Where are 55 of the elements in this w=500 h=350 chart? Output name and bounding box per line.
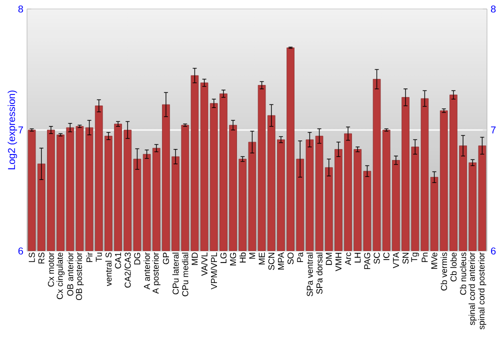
y-axis-title: Log2 (expression) <box>8 90 18 170</box>
x-tick-label: CPu medial <box>182 252 188 296</box>
x-tick-label: spinal cord posterior <box>478 252 486 330</box>
x-tick-label: A posterior <box>152 252 160 294</box>
x-tick-label: Tg <box>411 252 419 262</box>
y2-tick-label: 6 <box>491 247 496 255</box>
x-tick-label: CA2/CA3 <box>124 252 131 288</box>
x-tick-label: VTA <box>393 252 399 268</box>
x-tick-label: GP <box>162 252 170 264</box>
x-tick-label: MVe <box>431 252 438 269</box>
x-tick-label: SPa dorsal <box>316 252 322 294</box>
y-tick-label: 7 <box>18 126 23 134</box>
x-tick-label: DG <box>134 252 140 264</box>
x-tick-label: Pa <box>297 252 304 262</box>
x-tick-label: Pn <box>422 252 428 262</box>
x-tick-label: spinal cord anterior <box>468 252 477 326</box>
x-tick-label: VA/VL <box>201 252 208 276</box>
x-tick-label: A anterior <box>144 252 150 290</box>
x-tick-label: Cx cingulate <box>56 252 65 300</box>
x-tick-label: SPa ventral <box>306 252 313 296</box>
x-tick-label: DM <box>326 252 332 265</box>
x-tick-label: LH <box>354 252 361 262</box>
x-tick-label: Tu <box>96 252 102 262</box>
y2-tick-label: 7 <box>491 126 496 134</box>
x-tick-label: Arc <box>345 252 352 266</box>
x-tick-label: CA1 <box>115 252 122 268</box>
x-tick-label: VPM/VPL <box>210 252 218 290</box>
y-tick-label: 8 <box>18 5 24 13</box>
x-tick-label: SC <box>374 252 380 264</box>
x-tick-label: MG <box>230 252 236 266</box>
x-tick-label: SCN <box>268 252 274 270</box>
x-tick-label: ventral S <box>105 252 112 286</box>
x-tick-label: Cb vermis <box>440 252 448 290</box>
x-tick-label: ME <box>258 252 265 264</box>
x-tick-label: VMH <box>336 252 342 272</box>
x-tick-label: LG <box>220 252 226 263</box>
x-tick-label: Pir <box>86 252 92 262</box>
x-tick-label: CPu lateral <box>172 252 179 294</box>
x-tick-label: RS <box>38 252 44 264</box>
x-tick-label: SO <box>287 252 294 264</box>
y2-tick-label: 8 <box>490 5 496 13</box>
x-tick-label: OB posterior <box>76 252 84 300</box>
x-tick-label: PAG <box>364 252 370 270</box>
x-tick-label: Cb nucleus <box>460 252 466 295</box>
y-tick-label: 6 <box>18 247 24 255</box>
x-tick-label: Cx motor <box>48 252 54 287</box>
x-tick-label: MPA <box>278 252 284 270</box>
x-tick-label: M <box>249 252 256 259</box>
x-tick-label: OB anterior <box>66 252 74 296</box>
x-tick-label: Hb <box>239 252 246 262</box>
x-tick-label: Cb lobe <box>450 252 457 282</box>
x-tick-label: IC <box>383 252 390 260</box>
x-tick-label: LS <box>28 252 35 262</box>
x-tick-label: SN <box>402 252 409 264</box>
x-tick-label: MD <box>192 252 198 265</box>
